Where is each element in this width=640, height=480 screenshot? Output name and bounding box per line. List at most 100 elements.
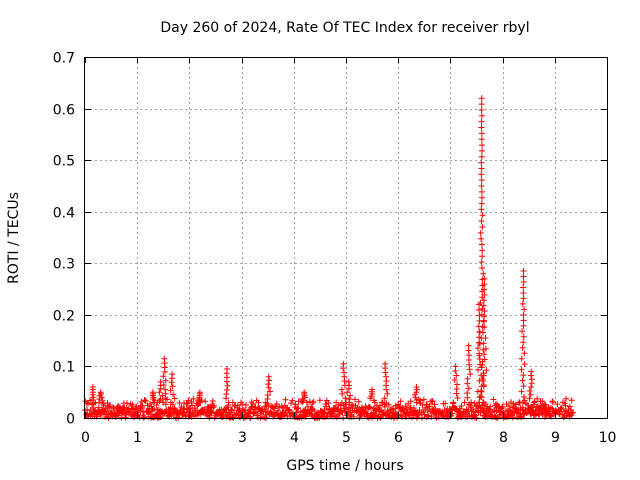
data-point bbox=[140, 414, 147, 421]
data-point bbox=[569, 409, 576, 416]
y-tick-label: 0.6 bbox=[53, 103, 75, 119]
x-tick-label: 4 bbox=[290, 430, 299, 446]
data-point bbox=[325, 400, 332, 407]
data-point bbox=[407, 398, 414, 405]
data-point bbox=[520, 284, 527, 291]
data-point bbox=[520, 289, 527, 296]
data-point bbox=[477, 235, 484, 242]
data-point bbox=[167, 387, 174, 394]
data-point bbox=[234, 402, 241, 409]
data-point bbox=[545, 404, 552, 411]
data-point bbox=[345, 404, 352, 411]
data-point bbox=[157, 378, 164, 385]
data-point bbox=[129, 401, 136, 408]
data-point bbox=[506, 402, 513, 409]
data-point bbox=[492, 400, 499, 407]
data-point bbox=[385, 401, 392, 408]
data-point bbox=[520, 295, 527, 302]
data-point bbox=[477, 229, 484, 236]
data-point bbox=[161, 355, 168, 362]
data-point bbox=[519, 377, 526, 384]
data-point bbox=[520, 333, 527, 340]
data-point bbox=[223, 391, 230, 398]
data-point bbox=[520, 394, 527, 401]
data-point bbox=[458, 402, 465, 409]
data-point bbox=[481, 313, 488, 320]
data-point bbox=[520, 278, 527, 285]
data-point bbox=[478, 130, 485, 137]
data-point bbox=[479, 329, 486, 336]
x-tick-labels: 0 1 2 3 4 5 6 7 8 9 10 bbox=[81, 430, 616, 446]
data-point bbox=[340, 360, 347, 367]
data-point bbox=[89, 396, 96, 403]
data-point bbox=[169, 371, 176, 378]
x-tick-label: 3 bbox=[238, 430, 247, 446]
y-tick-label: 0.4 bbox=[53, 206, 75, 222]
data-point bbox=[190, 395, 197, 402]
data-point bbox=[426, 403, 433, 410]
grid-lines bbox=[85, 57, 607, 418]
data-point bbox=[507, 399, 514, 406]
data-point bbox=[429, 398, 436, 405]
data-point bbox=[201, 406, 208, 413]
data-point bbox=[519, 344, 526, 351]
data-point bbox=[323, 403, 330, 410]
data-point bbox=[478, 259, 485, 266]
data-point bbox=[347, 392, 354, 399]
y-axis-title: ROTI / TECUs bbox=[6, 192, 22, 284]
data-point bbox=[435, 414, 442, 421]
data-point bbox=[379, 399, 386, 406]
x-tick-label: 6 bbox=[394, 430, 403, 446]
data-point bbox=[472, 402, 479, 409]
data-point bbox=[531, 399, 538, 406]
data-point bbox=[479, 212, 486, 219]
data-point bbox=[478, 218, 485, 225]
data-point bbox=[480, 340, 487, 347]
data-point bbox=[345, 378, 352, 385]
data-point bbox=[223, 366, 230, 373]
data-point bbox=[479, 247, 486, 254]
data-point bbox=[273, 400, 280, 407]
data-point bbox=[478, 124, 485, 131]
data-point bbox=[481, 324, 488, 331]
data-point bbox=[454, 395, 461, 402]
data-point bbox=[479, 361, 486, 368]
data-point bbox=[247, 414, 254, 421]
data-point bbox=[476, 312, 483, 319]
data-point bbox=[480, 297, 487, 304]
data-point bbox=[520, 322, 527, 329]
x-tick-label: 10 bbox=[599, 430, 617, 446]
data-point bbox=[478, 241, 485, 248]
x-tick-label: 7 bbox=[446, 430, 455, 446]
x-tick-label: 5 bbox=[342, 430, 351, 446]
y-tick-label: 0.3 bbox=[53, 257, 75, 273]
data-point bbox=[482, 334, 489, 341]
data-point bbox=[566, 403, 573, 410]
data-point bbox=[392, 402, 399, 409]
data-point bbox=[160, 381, 167, 388]
data-point bbox=[467, 371, 474, 378]
data-point bbox=[338, 386, 345, 393]
data-point bbox=[558, 406, 565, 413]
data-point bbox=[442, 400, 449, 407]
data-point bbox=[144, 402, 151, 409]
data-point bbox=[239, 401, 246, 408]
data-point bbox=[289, 397, 296, 404]
data-point bbox=[476, 352, 483, 359]
data-point bbox=[372, 407, 379, 414]
data-point bbox=[450, 399, 457, 406]
data-point bbox=[362, 403, 369, 410]
data-point bbox=[355, 398, 362, 405]
data-point bbox=[316, 397, 323, 404]
data-point bbox=[417, 400, 424, 407]
data-point bbox=[188, 398, 195, 405]
data-point bbox=[357, 411, 364, 418]
data-point bbox=[528, 384, 535, 391]
data-point bbox=[519, 399, 526, 406]
data-point bbox=[526, 395, 533, 402]
y-tick-label: 0.7 bbox=[53, 51, 75, 67]
data-point bbox=[210, 404, 217, 411]
data-point bbox=[292, 401, 299, 408]
data-point bbox=[265, 373, 272, 380]
